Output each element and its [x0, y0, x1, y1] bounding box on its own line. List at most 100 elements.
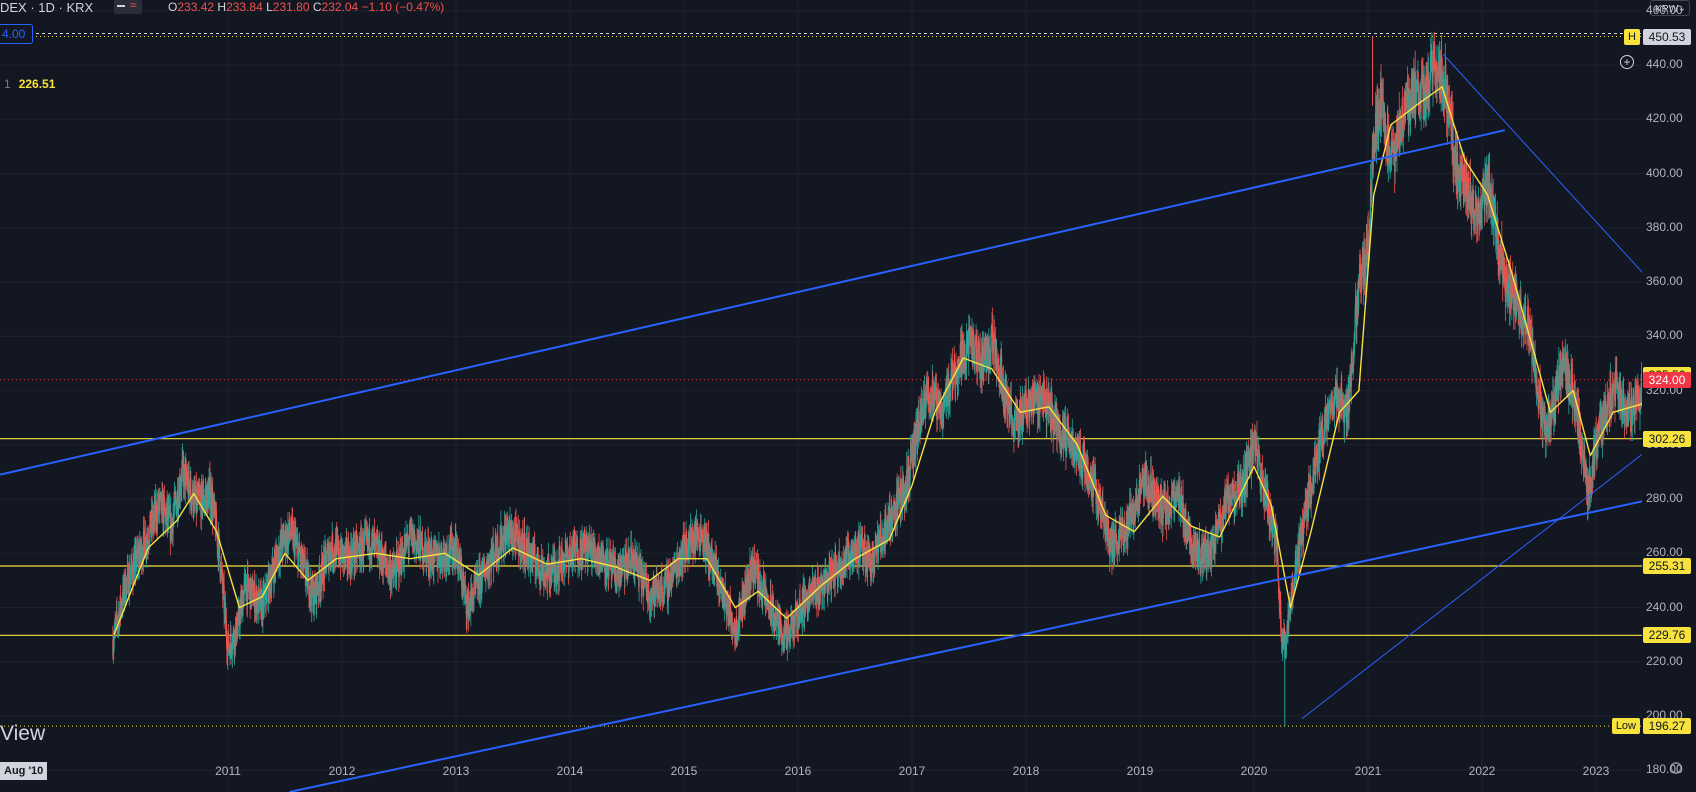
candle-body	[581, 564, 583, 565]
candle-body	[664, 579, 666, 591]
candle-body	[704, 531, 706, 536]
candle-body	[861, 535, 863, 547]
candle-body	[456, 534, 458, 554]
candle-body	[406, 538, 408, 547]
candle-body	[628, 559, 630, 572]
candle-body	[871, 549, 874, 572]
candle-body	[501, 537, 503, 547]
candle-body	[1123, 538, 1125, 542]
candle-body	[330, 544, 332, 562]
candle-body	[351, 551, 353, 570]
candle-body	[607, 574, 610, 576]
candle-body	[121, 606, 123, 610]
candle-body	[925, 398, 927, 417]
candle-body	[715, 555, 717, 564]
candle-body	[953, 363, 955, 370]
candle-body	[336, 539, 338, 541]
candle-body	[502, 536, 504, 552]
candle-body	[179, 481, 181, 496]
candle-body	[830, 587, 832, 590]
candle-body	[459, 551, 461, 565]
candle-body	[262, 591, 264, 620]
candle-body	[1007, 390, 1010, 402]
candle-body	[1052, 429, 1055, 435]
candle-body	[140, 551, 142, 555]
candle-body	[1190, 530, 1192, 556]
candle-body	[891, 507, 893, 520]
candle-body	[1052, 418, 1054, 435]
candle-body	[503, 535, 505, 552]
candle-body	[701, 537, 703, 539]
candle-body	[543, 574, 545, 584]
candle-body	[116, 619, 119, 625]
candle-body	[300, 549, 302, 564]
candle-body	[232, 636, 234, 649]
candle-body	[1032, 398, 1034, 410]
candle-body	[254, 606, 256, 613]
candle-body	[1073, 438, 1075, 462]
candle-body	[203, 489, 205, 506]
candle-body	[1174, 492, 1176, 502]
candle-body	[193, 490, 195, 510]
candle-body	[348, 550, 351, 575]
candle-body	[520, 538, 523, 550]
candle-body	[354, 557, 357, 563]
candle-body	[379, 568, 381, 570]
candle-body	[1129, 514, 1131, 526]
candle-body	[1018, 417, 1020, 421]
candle-body	[220, 565, 222, 578]
candle-body	[1035, 391, 1037, 399]
candle-body	[503, 551, 505, 552]
candle-body	[619, 572, 621, 582]
candle-body	[1235, 496, 1237, 499]
candle-body	[291, 522, 294, 526]
candle-body	[1076, 452, 1078, 463]
candle-body	[322, 555, 325, 586]
candle-body	[1204, 545, 1206, 558]
candle-body	[511, 527, 513, 548]
candle-body	[221, 568, 223, 585]
candle-body	[1125, 534, 1127, 536]
candle-body	[761, 597, 763, 599]
candle-body	[1033, 382, 1035, 403]
candle-body	[290, 534, 292, 536]
candle-body	[600, 558, 602, 560]
candle-body	[474, 575, 476, 585]
candle-body	[588, 538, 590, 549]
candle-body	[1034, 393, 1036, 408]
candle-body	[1218, 520, 1220, 522]
candle-body	[700, 535, 703, 538]
candle-body	[427, 541, 430, 565]
candle-body	[1046, 401, 1048, 414]
candle-body	[362, 557, 364, 560]
candle-body	[1102, 512, 1104, 518]
candle-body	[1013, 424, 1015, 440]
candle-body	[564, 561, 566, 563]
candle-body	[1211, 545, 1213, 565]
candle-body	[726, 600, 728, 619]
candle-body	[576, 538, 578, 545]
candle-body	[1077, 439, 1079, 442]
candle-body	[354, 540, 356, 563]
candle-body	[996, 350, 998, 369]
candle-body	[786, 633, 788, 649]
candle-body	[197, 492, 199, 503]
candle-body	[188, 484, 191, 487]
candle-body	[855, 547, 857, 551]
candle-body	[1230, 499, 1232, 504]
candle-body	[658, 586, 660, 600]
candle-body	[723, 589, 725, 607]
candle-body	[676, 557, 678, 576]
candle-body	[122, 585, 124, 608]
candle-body	[1170, 513, 1172, 514]
candle-body	[279, 545, 281, 562]
candle-body	[533, 544, 535, 560]
candle-body	[356, 548, 358, 559]
candle-body	[828, 561, 830, 586]
candle-body	[318, 565, 320, 593]
candle-body	[679, 563, 681, 575]
candle-body	[774, 622, 776, 624]
candle-body	[961, 341, 963, 377]
candle-body	[316, 577, 318, 605]
price-chart[interactable]	[0, 0, 1642, 792]
